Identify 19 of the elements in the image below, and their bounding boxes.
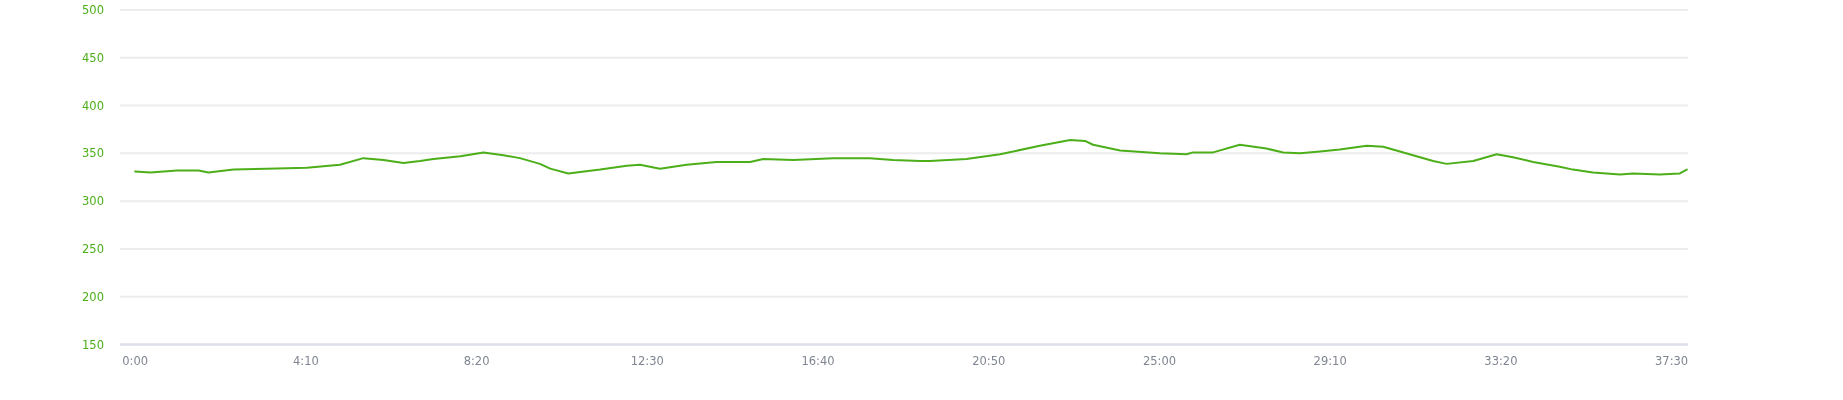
line-series <box>134 138 1688 176</box>
y-tick-label: 300 <box>82 194 104 209</box>
y-tick-label: 500 <box>82 3 104 18</box>
y-tick-label: 400 <box>82 98 104 113</box>
y-tick-label: 250 <box>82 241 104 256</box>
x-tick-label: 8:20 <box>463 353 490 368</box>
y-tick-label: 200 <box>82 289 104 304</box>
y-tick-label: 350 <box>82 146 104 161</box>
x-tick-label: 20:50 <box>972 353 1006 368</box>
x-tick-label: 0:00 <box>122 353 149 368</box>
x-tick-label: 29:10 <box>1313 353 1347 368</box>
x-tick-label: 16:40 <box>801 353 835 368</box>
x-tick-label: 25:00 <box>1142 353 1177 368</box>
x-tick-label: 12:30 <box>630 353 664 368</box>
x-tick-label: 37:30 <box>1655 353 1689 368</box>
y-tick-label: 450 <box>82 50 104 65</box>
y-tick-label: 150 <box>82 337 104 352</box>
x-tick-label: 4:10 <box>292 353 319 368</box>
x-tick-label: 33:20 <box>1484 353 1518 368</box>
